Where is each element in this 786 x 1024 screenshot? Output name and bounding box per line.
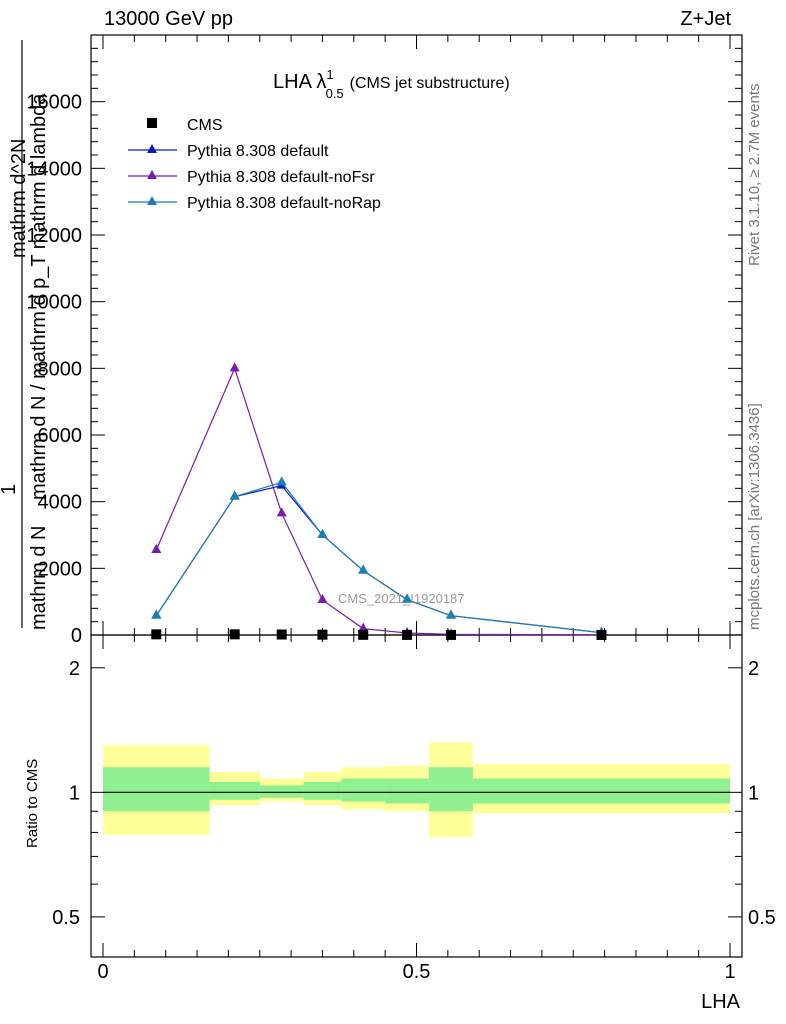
ylabel-main-one: 1	[0, 484, 20, 495]
ratio-ytick-label-right: 0.5	[748, 907, 776, 929]
ratio-ytick-label-left: 2	[69, 658, 80, 680]
legend-label-norap: Pythia 8.308 default-noRap	[187, 195, 381, 212]
xtick-label: 0.5	[403, 961, 431, 983]
ratio-bands	[103, 742, 730, 837]
ratio-ytick-label-left: 0.5	[52, 907, 80, 929]
analysis-id-label: CMS_2021_I1920187	[338, 591, 465, 606]
data-point-cms	[276, 629, 287, 640]
data-point-cms	[445, 629, 456, 640]
data-point-norap	[402, 593, 413, 603]
plot-title: LHA λ1 0.5(CMS jet substructure)	[273, 67, 510, 101]
data-point-cms	[402, 629, 413, 640]
data-point-norap	[358, 564, 369, 574]
series-layer	[151, 362, 607, 640]
main-ytick-label: 6000	[38, 425, 83, 447]
data-point-norap	[276, 476, 287, 486]
ratio-axes: 0.5 0.5 1 1 2 2 0 0.5 1	[52, 635, 776, 983]
ylabel-main-numerator-part: mathrm d N / mathrm d p_T mathrm d lambd…	[28, 93, 50, 500]
main-ytick-label: 0	[71, 625, 82, 647]
main-axes: 0 2000 4000 6000 8000 10000 12000 14000 16000	[26, 34, 742, 647]
main-ytick-label: 16000	[26, 92, 82, 114]
main-ytick-label: 12000	[26, 225, 82, 247]
ylabel-main-numerator: mathrm d^2N	[8, 139, 30, 258]
xtick-label: 1	[724, 961, 735, 983]
main-ytick-label: 2000	[38, 558, 83, 580]
main-ytick-label: 8000	[38, 358, 83, 380]
ratio-band-inner-6	[429, 767, 473, 812]
data-point-cms	[229, 629, 240, 640]
series-line-norap	[155, 481, 602, 634]
data-point-cms	[151, 629, 162, 640]
ratio-band-inner-3	[303, 781, 342, 800]
ratio-ytick-label-left: 1	[69, 782, 80, 804]
legend-marker-cms	[147, 118, 157, 128]
main-ytick-label: 10000	[26, 292, 82, 314]
header-right-label: Z+Jet	[680, 8, 731, 30]
data-point-cms	[317, 629, 328, 640]
ratio-band-inner-4	[341, 778, 386, 802]
ylabel-main-denominator: mathrm d N	[28, 526, 50, 630]
ratio-band-inner-1	[209, 781, 260, 800]
data-point-cms	[358, 629, 369, 640]
data-point-nofsr	[276, 507, 287, 517]
ylabel-ratio: Ratio to CMS	[24, 759, 41, 848]
xlabel: LHA	[701, 991, 741, 1013]
ratio-band-inner-2	[259, 785, 304, 798]
main-ytick-label: 14000	[26, 158, 82, 180]
data-point-cms	[596, 629, 607, 640]
legend-marker-default	[147, 144, 157, 153]
legend-label-nofsr: Pythia 8.308 default-noFsr	[187, 169, 375, 186]
legend-label-default: Pythia 8.308 default	[187, 143, 329, 160]
data-point-norap	[151, 609, 162, 619]
ratio-band-inner-0	[103, 767, 210, 812]
data-point-nofsr	[229, 362, 240, 372]
ratio-band-inner-7	[472, 778, 730, 804]
legend-label-cms: CMS	[187, 117, 223, 134]
data-point-nofsr	[358, 622, 369, 632]
ratio-band-inner-5	[385, 778, 430, 804]
data-point-norap	[445, 609, 456, 619]
ratio-ytick-label-right: 2	[748, 658, 759, 680]
xtick-label: 0	[97, 961, 108, 983]
series-line-default	[155, 484, 602, 634]
legend-marker-nofsr	[147, 170, 157, 179]
ratio-ytick-label-right: 1	[748, 782, 759, 804]
header-left-label: 13000 GeV pp	[104, 8, 233, 30]
legend: CMS Pythia 8.308 default Pythia 8.308 de…	[128, 117, 381, 212]
data-point-norap	[229, 490, 240, 500]
main-ytick-label: 4000	[38, 492, 83, 514]
data-point-nofsr	[317, 594, 328, 603]
data-point-norap	[317, 529, 328, 538]
legend-marker-norap	[147, 196, 157, 205]
data-point-nofsr	[151, 544, 162, 553]
series-line-nofsr	[155, 366, 602, 636]
